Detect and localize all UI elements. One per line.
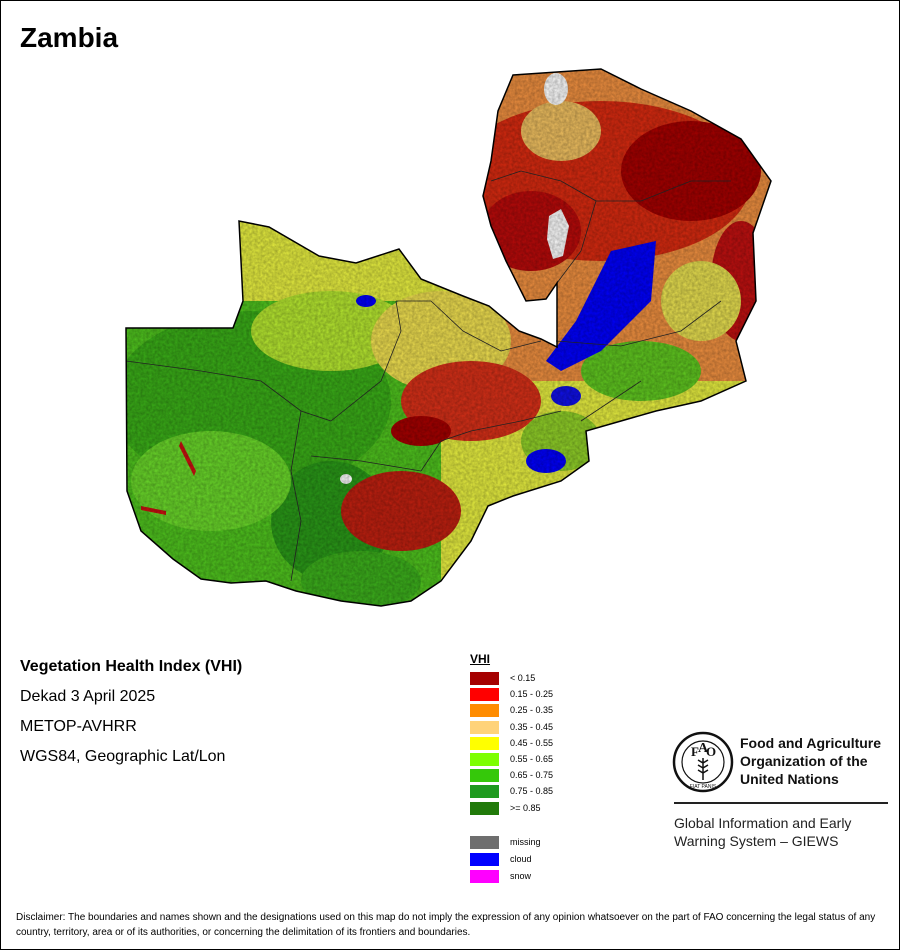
legend-swatch xyxy=(470,801,499,815)
legend-label: snow xyxy=(510,871,532,881)
disclaimer-text: Disclaimer: The boundaries and names sho… xyxy=(16,912,876,938)
legend-label: 0.25 - 0.35 xyxy=(510,705,554,716)
legend-label: 0.75 - 0.85 xyxy=(510,786,554,797)
legend-swatch xyxy=(470,870,499,883)
legend-swatch xyxy=(470,753,499,766)
legend-label: missing xyxy=(510,837,541,847)
svg-text:A: A xyxy=(698,741,709,756)
product-name: Vegetation Health Index (VHI) xyxy=(20,658,243,675)
org-name-line2: Organization of the xyxy=(740,753,868,769)
giews-line2: Warning System – GIEWS xyxy=(674,833,839,849)
legend-swatch xyxy=(470,688,499,702)
legend-swatch xyxy=(470,672,499,685)
province-boundaries xyxy=(125,170,731,582)
legend-swatch xyxy=(470,785,499,799)
legend-label: 0.35 - 0.45 xyxy=(510,721,554,732)
map-title: Zambia xyxy=(20,22,119,53)
legend-swatch xyxy=(470,704,499,718)
legend-label: 0.15 - 0.25 xyxy=(510,689,554,700)
country-outline xyxy=(125,68,772,607)
svg-text:O: O xyxy=(706,744,716,759)
legend-label: 0.45 - 0.55 xyxy=(510,737,554,748)
legend-label: 0.55 - 0.65 xyxy=(510,754,554,764)
legend-swatch xyxy=(470,853,499,866)
projection-name: WGS84, Geographic Lat/Lon xyxy=(20,748,226,765)
org-name-line3: United Nations xyxy=(740,771,839,787)
legend-label: 0.65 - 0.75 xyxy=(510,770,554,781)
svg-text:F: F xyxy=(691,744,699,759)
giews-line1: Global Information and Early xyxy=(674,815,852,831)
legend-label: < 0.15 xyxy=(510,673,536,683)
org-divider xyxy=(674,802,888,804)
fao-logo-icon: F A O FIAT PANIS xyxy=(672,731,734,793)
org-name-line1: Food and Agriculture xyxy=(740,735,882,751)
dekad-date: Dekad 3 April 2025 xyxy=(20,688,156,705)
legend-title: VHI xyxy=(470,652,491,666)
legend-swatch xyxy=(470,836,499,849)
legend-label: cloud xyxy=(510,854,532,864)
legend-swatch xyxy=(470,736,499,750)
vhi-legend: VHI < 0.15 0.15 - 0.25 0.25 - 0.35 0.35 - 0… xyxy=(470,652,590,883)
legend-label: >= 0.85 xyxy=(510,802,541,813)
legend-swatch xyxy=(470,769,499,783)
sensor-name: METOP-AVHRR xyxy=(20,718,137,735)
fao-logo-motto: FIAT PANIS xyxy=(690,784,717,790)
legend-swatch xyxy=(470,720,499,734)
vhi-raster xyxy=(126,69,771,606)
